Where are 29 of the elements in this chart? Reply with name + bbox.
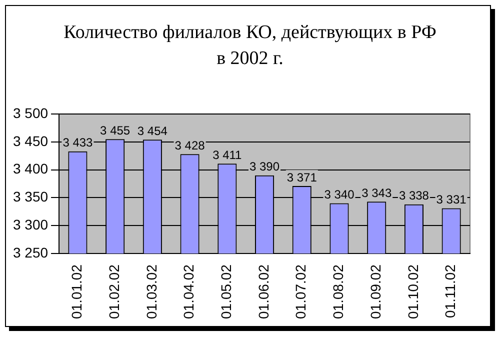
data-label: 3 371 xyxy=(286,170,318,184)
x-tick-label: 01.07.02 xyxy=(292,264,309,320)
data-label: 3 340 xyxy=(324,188,355,202)
data-label: 3 338 xyxy=(398,188,430,203)
x-tick-label: 01.09.02 xyxy=(367,264,384,320)
x-tick-label: 01.10.02 xyxy=(404,264,421,320)
data-label: 3 428 xyxy=(174,138,206,152)
data-label: 3 331 xyxy=(436,192,467,207)
data-label: 3 343 xyxy=(362,186,392,200)
x-tick-label: 01.06.02 xyxy=(255,264,272,320)
y-tick-label: 3 450 xyxy=(12,132,48,149)
y-tick-label: 3 350 xyxy=(12,188,48,205)
x-tick-label: 01.05.02 xyxy=(218,264,234,320)
x-tick-label: 01.03.02 xyxy=(143,264,160,320)
data-label: 3 390 xyxy=(250,160,280,174)
y-tick-label: 3 250 xyxy=(12,244,48,260)
data-label: 3 433 xyxy=(62,136,94,150)
y-tick-label: 3 400 xyxy=(12,160,48,177)
x-tick-label: 01.08.02 xyxy=(330,264,346,320)
x-tick-label: 01.02.02 xyxy=(106,264,122,320)
y-tick-label: 3 300 xyxy=(12,216,48,232)
y-tick-label: 3 500 xyxy=(12,104,48,121)
chart-title: Количество филиалов КО, действующих в РФ в 2002 г. xyxy=(62,21,438,71)
x-tick-label: 01.01.02 xyxy=(68,264,85,320)
data-label: 3 454 xyxy=(137,124,168,138)
data-label: 3 455 xyxy=(100,123,130,138)
x-tick-label: 01.04.02 xyxy=(180,264,197,320)
data-label: 3 411 xyxy=(212,148,242,162)
x-tick-label: 01.11.02 xyxy=(442,264,458,318)
